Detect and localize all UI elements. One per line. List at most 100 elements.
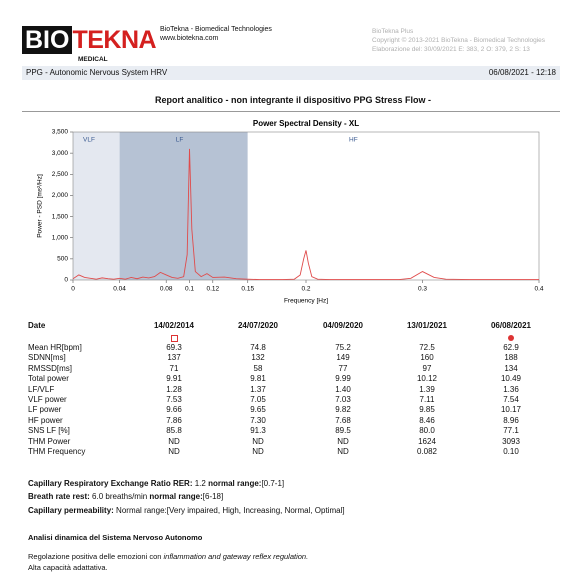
table-cell: 72.5 [419,343,435,352]
perm-label: Capillary permeability: [28,506,114,515]
table-cell: 9.81 [250,374,266,384]
table-cell: 134 [504,363,518,373]
table-cell: 9.91 [166,374,182,384]
table-cell: 10.17 [500,405,522,415]
row-label: LF power [28,405,62,415]
table-cell: 137 [167,353,181,363]
y-axis-label: Power - PSD [ms²/Hz] [37,174,44,238]
table-cell: 74.8 [250,343,266,352]
table-cell: 7.86 [166,415,182,425]
analysis-line1-start: Regolazione positiva delle emozioni con [28,552,162,561]
table-cell: 188 [504,353,518,363]
row-label: THM Frequency [28,447,86,456]
table-cell: 9.65 [250,405,266,415]
row-label: Mean HR[bpm] [28,343,82,352]
table-cell: 0.082 [416,447,438,456]
psd-line [72,148,539,281]
x-tick-label: 0 [71,286,75,293]
x-tick-label: 0.2 [301,286,310,293]
table-cell: 7.03 [335,395,351,404]
table-cell: 10.49 [500,374,522,384]
table-cell: 1.40 [335,384,351,394]
permeability-note: Capillary permeability: Normal range:[Ve… [28,506,345,515]
rer-label: Capillary Respiratory Exchange Ratio RER… [28,479,193,488]
table-cell: 9.82 [335,405,351,415]
table-header: 24/07/2020 [237,321,279,330]
bar-left: PPG - Autonomic Nervous System HRV [26,68,168,77]
logo-sub: MEDICAL [78,56,108,63]
table-cell: 1.28 [166,384,182,394]
perm-range-label: range: [144,506,167,515]
y-tick-label: 3,500 [52,129,69,136]
band-label: HF [349,137,358,144]
y-tick-label: 500 [57,256,68,263]
table-cell: 8.46 [419,415,435,425]
x-tick-label: 0.04 [113,286,126,293]
rer-range: [0.7-1] [261,479,285,488]
x-axis-label: Frequency [Hz] [284,298,328,305]
table-cell: 0.10 [503,447,519,456]
perm-range: [Very impaired, High, Increasing, Normal… [166,506,345,515]
analysis-line2: Alta capacità adattativa. [28,563,108,572]
report-title: Report analitico - non integrante il dis… [154,95,432,105]
table-cell: 1.39 [419,384,435,394]
table-cell: 75.2 [335,343,351,352]
breath-label: Breath rate rest: [28,492,90,501]
logo-tekna: TEKNA [72,26,157,54]
table-cell: 7.30 [250,415,266,425]
x-tick-label: 0.4 [534,286,543,293]
table-cell: 9.85 [419,405,435,415]
breath-value: 6.0 breaths/min [92,492,148,501]
table-cell: 69.3 [166,343,182,352]
breath-range-label: normal range: [149,492,203,501]
table-cell: 8.96 [503,415,519,425]
bar-right: 06/08/2021 - 12:18 [488,68,556,77]
table-cell: 160 [420,353,434,363]
table-cell: ND [168,447,180,456]
y-tick-label: 3,000 [52,150,69,157]
table-cell: 97 [422,363,432,373]
analysis-title: Analisi dinamica del Sistema Nervoso Aut… [28,533,203,542]
row-label: Total power [28,374,69,384]
row-label: HF power [28,415,63,425]
rer-note: Capillary Respiratory Exchange Ratio RER… [28,479,284,488]
band [247,132,539,280]
perm-value: Normal [116,506,142,515]
table-cell: 85.8 [166,426,182,436]
table-cell: ND [337,447,349,456]
title-rule [22,111,560,112]
table-cell: 1.36 [503,384,519,394]
plot-frame [72,131,540,281]
x-tick-label: 0.12 [206,286,219,293]
band [73,132,120,280]
table-cell: ND [252,436,264,446]
table-cell: 62.9 [503,343,519,352]
product: BioTekna Plus [372,28,414,35]
table-cell: 7.05 [250,395,266,404]
table-cell: 58 [253,363,263,373]
row-label: SDNN[ms] [28,353,66,363]
band-label: VLF [83,137,95,144]
table-cell: 132 [251,353,265,363]
row-label: LF/VLF [28,384,55,394]
row-label: THM Power [28,436,71,446]
table-cell: 80.0 [419,426,435,436]
table-cell: 77 [338,363,348,373]
table-cell: 7.11 [419,395,435,404]
logo-bio: BIO [22,26,73,54]
table-cell: ND [252,447,264,456]
band-label: LF [176,137,184,144]
copyright: Copyright © 2013-2021 BioTekna - Biomedi… [372,37,546,44]
x-tick-label: 0.08 [160,286,173,293]
x-tick-label: 0.3 [418,286,427,293]
table-cell: 10.12 [416,374,438,384]
y-tick-label: 2,500 [52,171,69,178]
logo: BIO TEKNA [22,26,157,54]
row-label: SNS LF [%] [28,426,70,436]
psd-chart: Power Spectral Density - XL Frequency [H… [37,119,544,305]
x-tick-label: 0.15 [241,286,254,293]
table-header: 13/01/2021 [406,321,448,330]
table-cell: 9.99 [335,374,351,384]
table-cell: 1624 [418,436,436,446]
